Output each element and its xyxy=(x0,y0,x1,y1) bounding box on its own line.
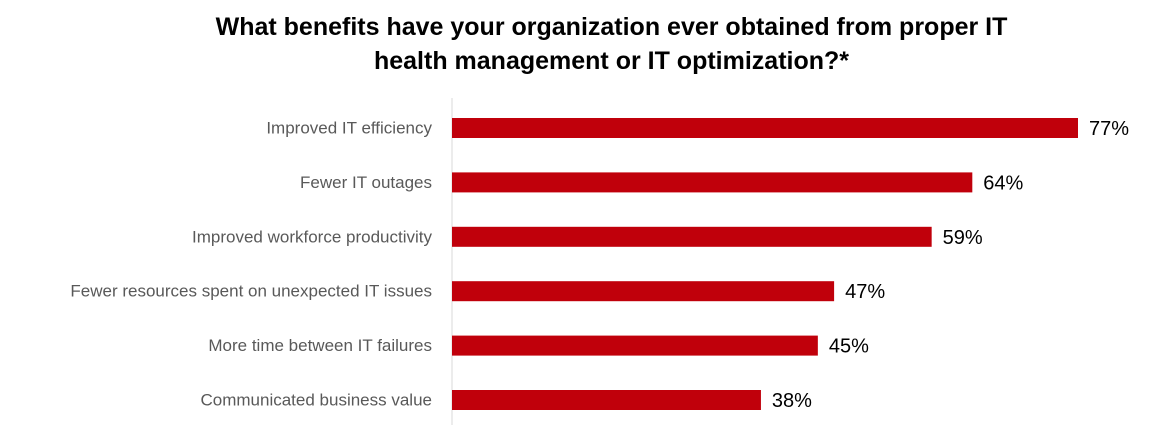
bar-2 xyxy=(452,226,932,247)
bar-1 xyxy=(452,172,973,193)
bar-3 xyxy=(452,281,835,302)
value-label-2: 59% xyxy=(943,227,983,249)
value-label-0: 77% xyxy=(1089,118,1129,140)
category-label-3: Fewer resources spent on unexpected IT i… xyxy=(70,282,432,301)
chart-title-line-2: health management or IT optimization?* xyxy=(373,47,850,75)
category-label-4: More time between IT failures xyxy=(208,336,432,355)
value-label-3: 47% xyxy=(845,281,885,303)
bar-4 xyxy=(452,335,818,356)
bar-5 xyxy=(452,390,761,410)
category-label-0: Improved IT efficiency xyxy=(266,119,432,138)
chart-title-line-1: What benefits have your organization eve… xyxy=(215,13,1008,41)
chart-title: What benefits have your organization eve… xyxy=(0,10,1153,78)
bar-0 xyxy=(452,118,1078,138)
value-label-1: 64% xyxy=(983,172,1023,194)
category-label-2: Improved workforce productivity xyxy=(192,227,432,246)
value-label-5: 38% xyxy=(772,390,812,412)
category-label-5: Communicated business value xyxy=(200,391,432,410)
value-label-4: 45% xyxy=(829,336,869,358)
category-label-1: Fewer IT outages xyxy=(300,173,432,192)
